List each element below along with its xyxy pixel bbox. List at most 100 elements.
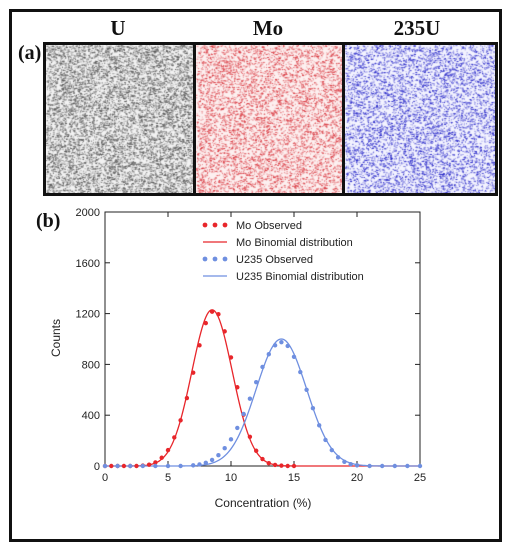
panel-a-tag: (a): [18, 42, 42, 64]
observed-point-1: [197, 462, 202, 467]
observed-point-0: [291, 463, 297, 469]
observed-point-0: [134, 463, 139, 469]
observed-point-1: [235, 425, 240, 431]
observed-point-1: [272, 343, 278, 348]
observed-point-1: [216, 453, 221, 458]
observed-point-0: [178, 418, 183, 423]
fit-curve-0: [105, 309, 420, 467]
observed-point-1: [178, 463, 183, 469]
observed-point-1: [317, 423, 322, 428]
observed-point-0: [121, 463, 127, 469]
observed-point-1: [298, 369, 303, 375]
map-title-mo: Mo: [252, 16, 284, 40]
fit-curve-1: [105, 338, 420, 467]
observed-point-0: [184, 395, 190, 401]
observed-point-0: [260, 456, 265, 462]
x-tick-label: 25: [414, 472, 426, 484]
observed-point-1: [102, 463, 108, 469]
y-tick-label: 400: [82, 410, 100, 422]
observed-point-0: [228, 355, 234, 360]
observed-point-0: [153, 460, 158, 465]
observed-point-1: [342, 459, 347, 465]
legend-marker: [202, 222, 208, 228]
y-axis-label: Counts: [49, 319, 63, 357]
legend-label: Mo Binomial distribution: [236, 237, 353, 249]
panel-b-tag: (b): [36, 210, 61, 232]
observed-point-0: [209, 309, 215, 314]
observed-point-1: [128, 463, 133, 469]
plot-area: [104, 211, 421, 467]
observed-point-1: [260, 364, 265, 370]
observed-point-0: [146, 462, 152, 467]
y-tick-label: 1600: [76, 258, 100, 270]
observed-point-1: [291, 354, 297, 359]
observed-point-1: [115, 463, 120, 469]
legend-marker: [212, 222, 218, 228]
observed-point-1: [392, 463, 397, 469]
observed-point-0: [222, 329, 227, 334]
y-tick-label: 1200: [76, 309, 100, 321]
legend-marker: [202, 256, 208, 262]
observed-point-1: [247, 396, 253, 401]
observed-point-1: [203, 460, 208, 466]
observed-point-0: [285, 463, 290, 469]
x-axis-label: Concentration (%): [215, 496, 312, 510]
legend-label: U235 Binomial distribution: [236, 271, 364, 283]
observed-point-1: [279, 339, 284, 345]
u235-element-map: [342, 42, 498, 196]
observed-point-0: [235, 385, 240, 390]
x-tick-label: 5: [165, 472, 171, 484]
observed-point-1: [285, 343, 290, 349]
observed-point-1: [228, 437, 234, 442]
observed-point-1: [323, 437, 328, 443]
y-tick-label: 0: [94, 461, 100, 473]
y-tick-label: 2000: [76, 207, 100, 219]
observed-point-0: [172, 435, 177, 440]
observed-point-1: [405, 463, 410, 469]
observed-point-1: [304, 387, 309, 392]
y-tick-label: 800: [82, 359, 100, 371]
observed-point-1: [266, 352, 271, 357]
observed-point-1: [140, 463, 145, 469]
observed-point-1: [191, 463, 196, 468]
observed-point-1: [348, 462, 353, 467]
x-tick-label: 10: [225, 472, 237, 484]
observed-point-0: [266, 461, 271, 466]
map-title-235u: 235U: [393, 16, 441, 40]
observed-point-1: [417, 463, 423, 469]
legend-marker: [222, 222, 228, 228]
observed-point-1: [165, 463, 171, 469]
x-tick-label: 20: [351, 472, 363, 484]
observed-point-0: [247, 434, 253, 439]
observed-point-1: [209, 457, 215, 463]
legend-marker: [212, 256, 218, 262]
observed-point-0: [197, 343, 202, 348]
legend-label: U235 Observed: [236, 254, 313, 266]
observed-point-1: [335, 455, 341, 460]
observed-point-0: [159, 455, 164, 460]
x-tick-label: 0: [102, 472, 108, 484]
legend-label: Mo Observed: [236, 220, 302, 232]
observed-point-0: [109, 463, 114, 469]
observed-point-1: [254, 379, 259, 385]
observed-point-0: [165, 447, 171, 453]
map-title-u: U: [110, 16, 126, 40]
observed-point-0: [254, 448, 259, 453]
observed-point-0: [216, 312, 221, 317]
observed-point-1: [329, 447, 334, 453]
observed-point-1: [354, 463, 360, 468]
x-tick-label: 15: [288, 472, 300, 484]
observed-point-1: [367, 463, 372, 469]
observed-point-1: [153, 463, 158, 469]
observed-point-0: [203, 320, 208, 326]
observed-point-0: [191, 370, 196, 375]
legend-marker: [222, 256, 228, 262]
observed-point-1: [310, 406, 316, 411]
observed-point-0: [272, 462, 278, 468]
u-element-map: [43, 42, 201, 196]
observed-point-1: [222, 446, 227, 451]
observed-point-0: [279, 463, 284, 468]
observed-point-1: [241, 411, 246, 417]
observed-point-1: [380, 463, 385, 469]
